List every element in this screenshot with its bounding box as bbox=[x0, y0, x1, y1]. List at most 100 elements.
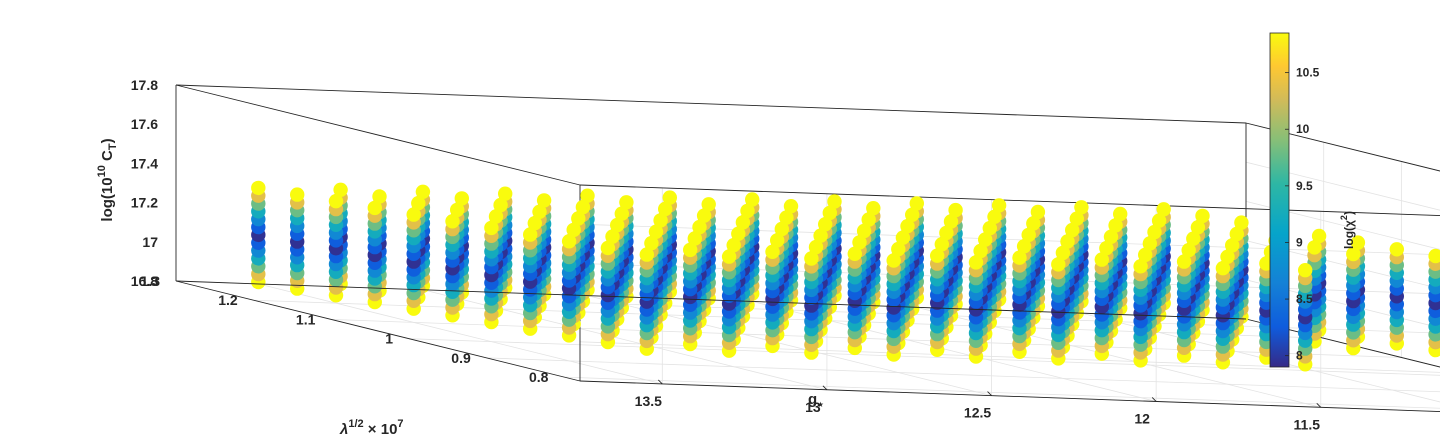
scatter-point bbox=[493, 197, 508, 213]
wall-grid-z bbox=[579, 380, 1440, 412]
scatter-point bbox=[523, 227, 538, 242]
g-tick-label: 12.5 bbox=[964, 405, 991, 421]
colorbar-tick-label: 9 bbox=[1296, 235, 1303, 249]
z-tick-label: 17.4 bbox=[131, 155, 158, 171]
z-tick-label: 17.6 bbox=[131, 116, 158, 132]
scatter-point bbox=[774, 221, 789, 237]
g-tick-label: 12 bbox=[1134, 410, 1150, 426]
floor-grid-lambda bbox=[409, 338, 1440, 376]
scatter-point bbox=[696, 208, 712, 223]
scatter-point bbox=[721, 249, 737, 264]
scatter-point bbox=[450, 202, 465, 218]
scatter-point bbox=[658, 201, 673, 217]
axis-line-g bbox=[175, 280, 1247, 320]
scatter-point bbox=[818, 217, 833, 232]
g-tick-mark bbox=[1316, 402, 1322, 408]
scatter-point bbox=[852, 235, 867, 250]
lambda-tick-label: 1.2 bbox=[218, 292, 238, 308]
scatter-point bbox=[827, 194, 842, 209]
scatter-point bbox=[822, 205, 837, 221]
g-tick-label: 11.5 bbox=[1294, 416, 1321, 432]
scatter-point bbox=[639, 247, 654, 262]
axis-tick-labels: 13.51312.51211.51111.31.21.110.90.816.81… bbox=[131, 77, 1321, 432]
scatter-point bbox=[1151, 213, 1167, 228]
back-edge bbox=[579, 380, 1440, 412]
scatter-point bbox=[847, 246, 862, 261]
scatter-point bbox=[804, 251, 819, 266]
colorbar-label: log(χ2) bbox=[1339, 211, 1356, 249]
top-edge bbox=[175, 84, 1247, 124]
scatter-point bbox=[1298, 263, 1313, 278]
scatter-point bbox=[1215, 261, 1231, 276]
scatter-point bbox=[648, 224, 664, 239]
top-edge bbox=[579, 184, 1440, 216]
x-axis-label: g⋆ bbox=[808, 391, 824, 411]
lambda-tick-label: 1.1 bbox=[296, 311, 316, 327]
scatter-point bbox=[1346, 246, 1361, 262]
scatter-point bbox=[813, 228, 828, 243]
scatter-point bbox=[328, 194, 344, 209]
floor-grid-lambda bbox=[486, 357, 1440, 393]
z-axis-label: log(1010 CT) bbox=[96, 138, 119, 221]
scatter-point bbox=[367, 200, 382, 216]
z-tick-label: 17 bbox=[142, 234, 158, 250]
scatter-point bbox=[1229, 226, 1245, 242]
scatter-point bbox=[1195, 208, 1210, 224]
scatter-point bbox=[566, 222, 581, 238]
colorbar-ticks: 8 8.5 9 9.5 10 10.5 bbox=[1285, 66, 1320, 363]
scatter-point bbox=[1069, 211, 1085, 226]
scatter-point bbox=[1138, 247, 1153, 263]
scatter-point bbox=[1225, 238, 1240, 253]
top-edge bbox=[1245, 122, 1440, 172]
scatter-point bbox=[527, 216, 542, 231]
scatter-point bbox=[978, 232, 993, 247]
colorbar-tick-label: 8 bbox=[1296, 349, 1303, 363]
scatter-point bbox=[900, 219, 915, 234]
scatter-point bbox=[987, 209, 1002, 224]
scatter-point bbox=[536, 193, 552, 208]
scatter-point bbox=[1074, 200, 1089, 215]
scatter-point bbox=[1108, 218, 1123, 233]
scatter-point bbox=[411, 196, 426, 211]
top-edge bbox=[175, 84, 581, 186]
scatter-point bbox=[683, 242, 698, 258]
scatter-point bbox=[745, 192, 760, 207]
scatter-point bbox=[726, 238, 741, 253]
colorbar-tick-label: 8.5 bbox=[1296, 292, 1313, 306]
scatter-point bbox=[1234, 215, 1249, 230]
scatter-point bbox=[415, 184, 431, 199]
scatter-point bbox=[1220, 249, 1235, 264]
scatter-point bbox=[406, 207, 421, 222]
wall-grid-z bbox=[1245, 201, 1440, 250]
scatter-point bbox=[866, 201, 881, 216]
lambda-tick-label: 1 bbox=[385, 331, 393, 347]
y-axis-label: λ1/2 × 107 bbox=[339, 418, 404, 438]
scatter-point bbox=[1142, 236, 1158, 251]
scatter-point bbox=[614, 206, 629, 221]
scatter-point bbox=[571, 211, 586, 226]
lambda-tick-label: 0.8 bbox=[529, 369, 549, 385]
scatter-point bbox=[1311, 228, 1327, 244]
g-tick-mark bbox=[657, 379, 663, 385]
scatter-point bbox=[561, 234, 577, 249]
scatter-point bbox=[861, 212, 876, 227]
scatter-point bbox=[488, 209, 504, 224]
g-tick-mark bbox=[987, 391, 992, 396]
scatter-point bbox=[934, 237, 949, 252]
scatter-point bbox=[605, 229, 620, 244]
z-tick-label: 16.8 bbox=[131, 273, 158, 289]
scatter-point bbox=[909, 196, 924, 211]
scatter-point bbox=[948, 202, 963, 218]
colorbar-tick-label: 9.5 bbox=[1296, 179, 1313, 193]
scatter-point bbox=[687, 231, 702, 246]
floor-grid-lambda bbox=[564, 376, 1440, 409]
colorbar-gradient bbox=[1269, 32, 1290, 368]
scatter-point bbox=[1147, 224, 1162, 240]
scatter-point bbox=[251, 180, 266, 196]
scatter-point bbox=[783, 199, 799, 214]
floor-grid-g bbox=[258, 283, 663, 385]
scatter-point bbox=[498, 186, 513, 201]
colorbar-tick-label: 10.5 bbox=[1296, 66, 1320, 80]
scatter-point bbox=[886, 253, 901, 268]
